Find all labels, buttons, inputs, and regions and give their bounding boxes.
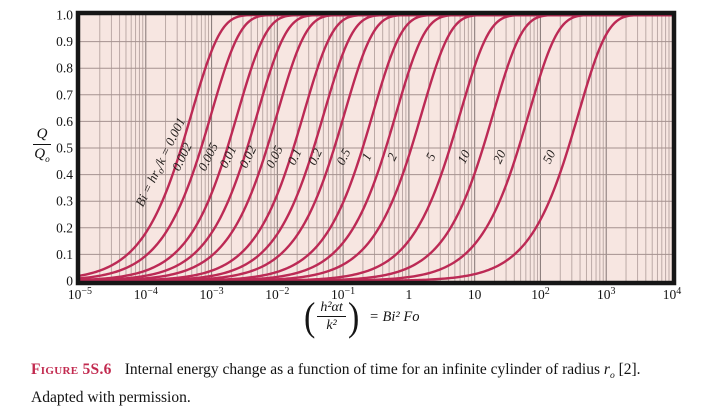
figure-caption: Figure 5S.6 Internal energy change as a f…	[31, 359, 667, 409]
formula-close-paren: )	[347, 294, 360, 339]
y-axis-title-numerator: Q	[32, 126, 52, 145]
svg-text:0.8: 0.8	[56, 61, 73, 76]
svg-text:0.5: 0.5	[333, 146, 354, 168]
formula-denominator: k²	[326, 318, 337, 334]
x-axis-formula: ( h²αt k² ) = Bi² Fo	[303, 294, 420, 339]
y-axis-title: Q Qo	[24, 126, 60, 165]
svg-text:1: 1	[406, 287, 413, 302]
svg-text:0.1: 0.1	[284, 146, 305, 167]
svg-text:10−2: 10−2	[265, 286, 289, 302]
svg-text:0.7: 0.7	[56, 87, 73, 102]
radius-symbol: ro	[603, 361, 615, 382]
svg-text:0.1: 0.1	[56, 247, 73, 262]
svg-text:102: 102	[531, 286, 550, 302]
svg-text:1.0: 1.0	[56, 8, 73, 23]
svg-text:0.4: 0.4	[56, 167, 73, 182]
svg-text:0.2: 0.2	[305, 146, 326, 168]
figure-caption-text: Internal energy change as a function of …	[124, 361, 604, 378]
svg-text:0.2: 0.2	[56, 220, 73, 235]
svg-text:10−5: 10−5	[68, 286, 92, 302]
svg-text:10: 10	[468, 287, 482, 302]
formula-fraction: h²αt k²	[317, 300, 346, 334]
svg-text:10−3: 10−3	[199, 286, 223, 302]
svg-text:0: 0	[66, 274, 73, 289]
figure-caption-text2: [2]. Adapted with permission.	[31, 361, 641, 407]
svg-text:0.5: 0.5	[56, 141, 73, 156]
svg-text:103: 103	[597, 286, 616, 302]
figure-caption-label: Figure 5S.6	[31, 361, 112, 378]
svg-text:10−4: 10−4	[134, 286, 158, 302]
svg-text:0.9: 0.9	[56, 34, 73, 49]
svg-text:0.3: 0.3	[56, 194, 73, 209]
y-axis-title-denominator: Qo	[34, 145, 50, 165]
formula-rhs: = Bi² Fo	[369, 308, 420, 325]
svg-text:10−1: 10−1	[331, 286, 355, 302]
formula-open-paren: (	[303, 294, 316, 339]
formula-numerator: h²αt	[317, 300, 346, 318]
svg-text:0.6: 0.6	[56, 114, 73, 129]
svg-text:104: 104	[663, 286, 682, 302]
